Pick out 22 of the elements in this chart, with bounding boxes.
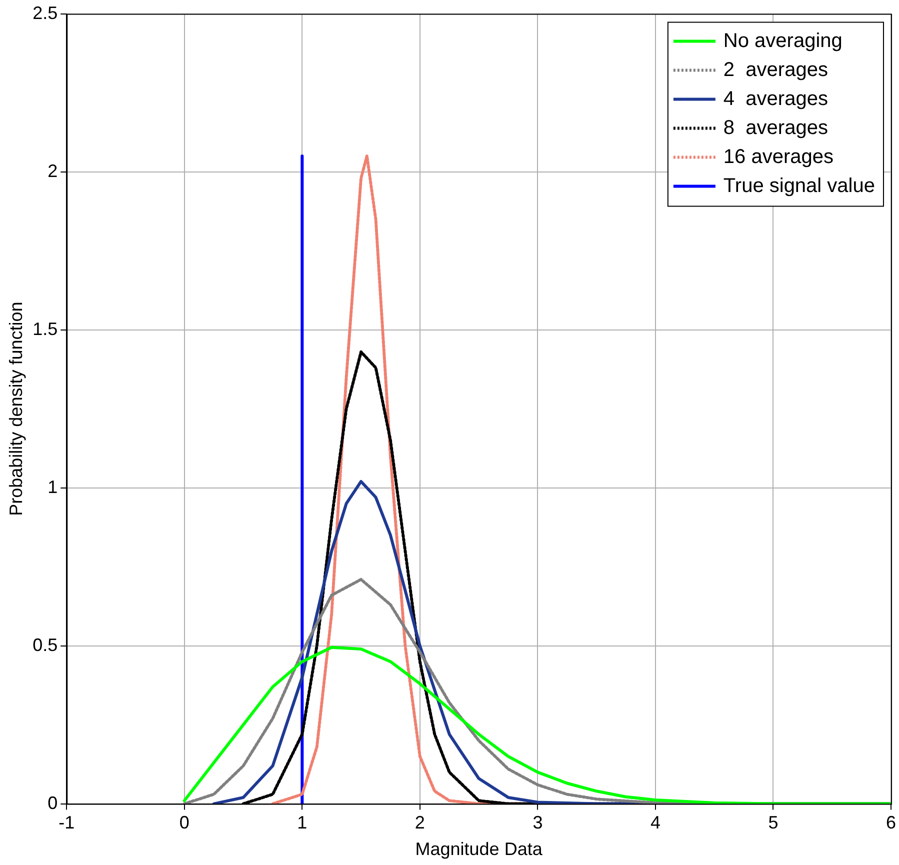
legend-label: 8 averages xyxy=(723,116,828,139)
x-tick-label: 5 xyxy=(768,812,778,833)
y-tick-label: 0.5 xyxy=(32,634,58,655)
x-tick-label: 6 xyxy=(886,812,896,833)
x-tick-label: 3 xyxy=(532,812,543,833)
legend-label: 2 averages xyxy=(723,58,828,81)
legend-label: No averaging xyxy=(723,30,842,52)
x-tick-label: 1 xyxy=(297,812,308,833)
x-tick-label: 4 xyxy=(650,812,660,833)
y-tick-label: 1 xyxy=(48,476,58,497)
x-tick-label: 0 xyxy=(179,812,190,833)
x-tick-label: 2 xyxy=(414,812,425,833)
legend-label: 16 averages xyxy=(723,146,834,168)
legend-label: 4 averages xyxy=(723,88,828,110)
y-tick-label: 0 xyxy=(48,792,58,813)
y-tick-label: 2 xyxy=(48,160,58,181)
x-axis-title: Magnitude Data xyxy=(415,839,544,860)
x-tick-label: -1 xyxy=(58,812,75,833)
y-tick-label: 1.5 xyxy=(32,318,58,339)
y-axis-title: Probability density function xyxy=(6,302,26,516)
y-tick-label: 2.5 xyxy=(32,2,58,23)
legend-label: True signal value xyxy=(723,174,875,197)
